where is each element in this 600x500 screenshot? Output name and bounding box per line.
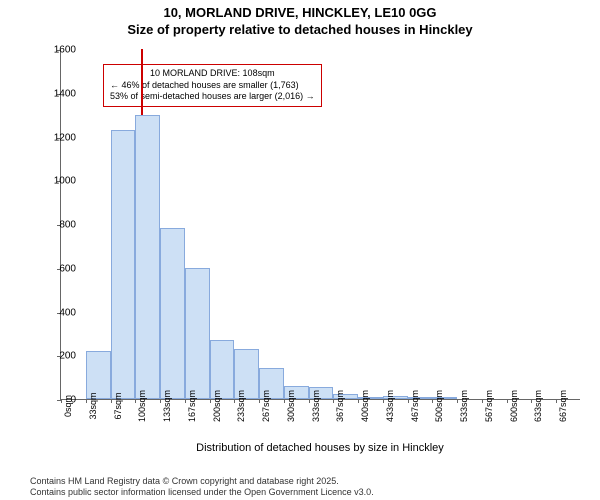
x-tick-label: 333sqm — [311, 390, 321, 422]
y-tick-label: 1600 — [46, 45, 76, 56]
x-tick-label: 0sqm — [63, 395, 73, 417]
chart-title-line2: Size of property relative to detached ho… — [0, 22, 600, 37]
histogram-bar — [111, 130, 136, 399]
x-tick-mark — [86, 399, 87, 403]
x-tick-mark — [210, 399, 211, 403]
x-tick-label: 100sqm — [137, 390, 147, 422]
x-tick-mark — [284, 399, 285, 403]
chart-container: 10, MORLAND DRIVE, HINCKLEY, LE10 0GG Si… — [0, 0, 600, 500]
histogram-bar — [135, 115, 160, 399]
x-tick-label: 300sqm — [286, 390, 296, 422]
plot-area: 10 MORLAND DRIVE: 108sqm ← 46% of detach… — [60, 50, 580, 400]
x-tick-label: 367sqm — [335, 390, 345, 422]
histogram-bar — [160, 228, 185, 399]
y-tick-label: 1400 — [46, 88, 76, 99]
histogram-bar — [185, 268, 210, 399]
x-tick-label: 667sqm — [558, 390, 568, 422]
x-tick-mark — [482, 399, 483, 403]
chart-title-line1: 10, MORLAND DRIVE, HINCKLEY, LE10 0GG — [0, 5, 600, 20]
x-tick-mark — [507, 399, 508, 403]
x-tick-label: 433sqm — [385, 390, 395, 422]
x-tick-label: 133sqm — [162, 390, 172, 422]
x-tick-label: 500sqm — [434, 390, 444, 422]
x-tick-label: 267sqm — [261, 390, 271, 422]
x-tick-mark — [185, 399, 186, 403]
y-tick-label: 600 — [46, 263, 76, 274]
footer-line2: Contains public sector information licen… — [30, 487, 374, 497]
x-tick-label: 233sqm — [236, 390, 246, 422]
x-tick-label: 533sqm — [459, 390, 469, 422]
x-tick-mark — [259, 399, 260, 403]
x-tick-label: 633sqm — [533, 390, 543, 422]
x-tick-mark — [358, 399, 359, 403]
annotation-box: 10 MORLAND DRIVE: 108sqm ← 46% of detach… — [103, 64, 322, 107]
x-tick-mark — [160, 399, 161, 403]
footer-line1: Contains HM Land Registry data © Crown c… — [30, 476, 339, 486]
y-tick-label: 200 — [46, 351, 76, 362]
x-tick-label: 200sqm — [212, 390, 222, 422]
y-tick-label: 1200 — [46, 132, 76, 143]
y-tick-label: 400 — [46, 307, 76, 318]
x-tick-label: 600sqm — [509, 390, 519, 422]
x-tick-mark — [383, 399, 384, 403]
x-tick-label: 33sqm — [88, 392, 98, 419]
y-tick-label: 800 — [46, 220, 76, 231]
x-tick-mark — [408, 399, 409, 403]
x-axis-label: Distribution of detached houses by size … — [60, 442, 580, 454]
x-tick-label: 67sqm — [113, 392, 123, 419]
x-tick-label: 567sqm — [484, 390, 494, 422]
x-tick-mark — [309, 399, 310, 403]
x-tick-label: 400sqm — [360, 390, 370, 422]
x-tick-label: 167sqm — [187, 390, 197, 422]
y-tick-label: 1000 — [46, 176, 76, 187]
x-tick-label: 467sqm — [410, 390, 420, 422]
x-tick-mark — [111, 399, 112, 403]
